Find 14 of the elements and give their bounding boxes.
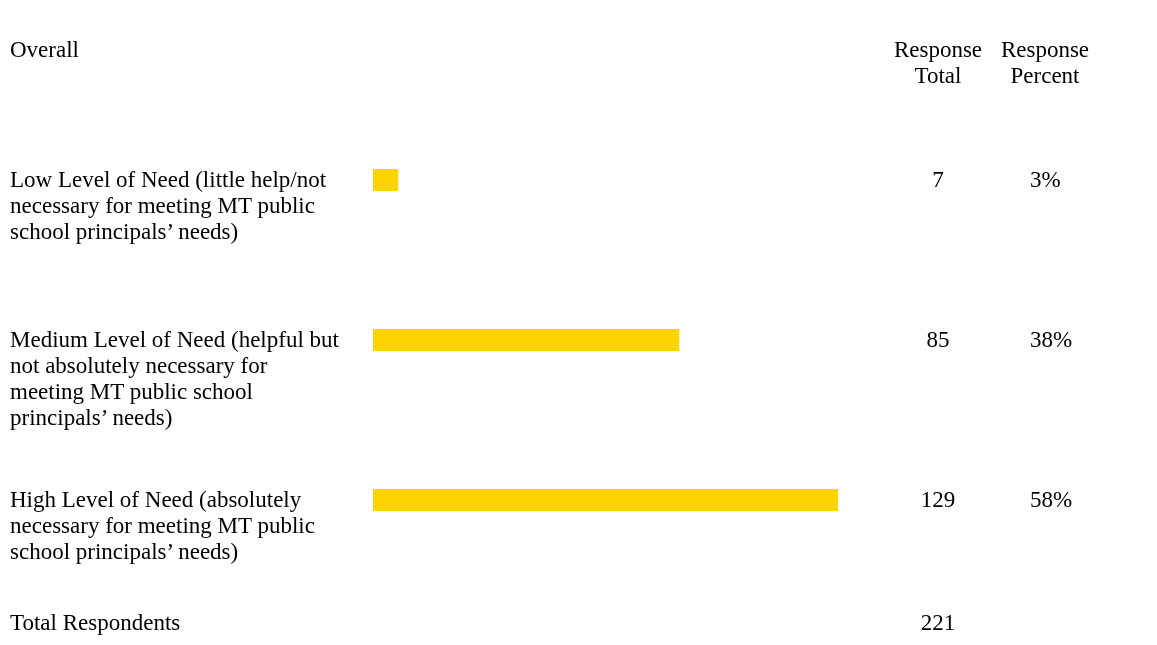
y-tick-label: High Level of Need (absolutely necessary for meeting MT public school principals’ needs)	[10, 487, 315, 564]
text: 3%	[1030, 167, 1061, 192]
data-label: 85	[926, 327, 950, 352]
data-label: 7	[932, 167, 944, 192]
y-tick-label: Low Level of Need (little help/not necessary for meeting MT public school principals’ needs)	[10, 167, 327, 244]
text: 38%	[1030, 327, 1073, 352]
text: Response Total	[893, 37, 983, 88]
y-tick-label: Medium Level of Need (helpful but not absolutely necessary for meeting MT public school principals’ needs)	[10, 327, 340, 430]
text: 58%	[1030, 487, 1073, 512]
text: Total Respondents	[10, 610, 181, 635]
text: 221	[920, 610, 956, 635]
text: Response Percent	[1000, 37, 1090, 88]
text: Overall	[10, 37, 79, 62]
data-label: 129	[920, 487, 956, 512]
